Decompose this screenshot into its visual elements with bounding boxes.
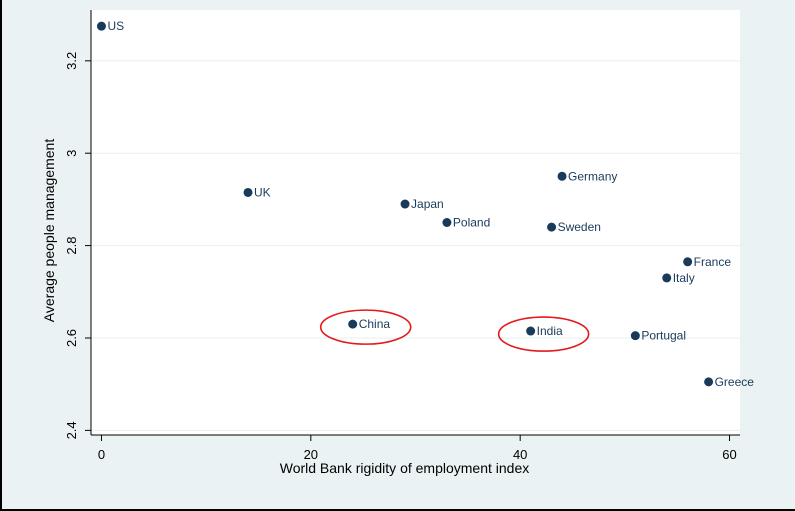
point-us [96, 21, 106, 31]
y-tick-label: 2.8 [64, 237, 79, 255]
point-india [526, 326, 536, 336]
point-uk [243, 187, 253, 197]
point-italy [662, 273, 672, 283]
point-label-italy: Italy [673, 271, 695, 285]
point-label-germany: Germany [568, 169, 617, 183]
y-tick-label: 3 [64, 150, 79, 157]
point-label-china: China [359, 317, 391, 331]
tick-labels: 2.4 2.6 2.8 3 3.2 0 20 40 60 [64, 52, 737, 462]
point-germany [557, 171, 567, 181]
y-tick-label: 2.6 [64, 329, 79, 347]
point-portugal [630, 331, 640, 341]
x-tick-label: 20 [304, 447, 318, 462]
y-tick-label: 2.4 [64, 421, 79, 439]
point-label-france: France [694, 255, 732, 269]
point-japan [400, 199, 410, 209]
axes [85, 10, 740, 441]
point-label-japan: Japan [411, 197, 444, 211]
highlight-ellipses [319, 309, 590, 352]
point-label-greece: Greece [715, 375, 755, 389]
point-label-poland: Poland [453, 216, 490, 230]
plot-area [91, 10, 740, 435]
point-label-uk: UK [254, 185, 271, 199]
point-poland [442, 218, 452, 227]
point-label-portugal: Portugal [641, 329, 686, 343]
y-tick-label: 3.2 [64, 52, 79, 70]
y-axis-title: Average people management [41, 139, 57, 323]
point-label-sweden: Sweden [558, 220, 601, 234]
x-tick-label: 0 [98, 447, 105, 462]
highlight-ellipse-china [319, 309, 412, 345]
point-sweden [547, 222, 557, 232]
point-label-us: US [107, 19, 124, 33]
point-greece [704, 377, 714, 387]
x-tick-label: 60 [722, 447, 736, 462]
point-label-india: India [537, 324, 563, 338]
data-points: US UK Japan Poland Germany Sweden France Italy C… [96, 19, 755, 389]
x-tick-label: 40 [513, 447, 527, 462]
point-france [683, 257, 693, 267]
point-china [348, 319, 358, 329]
highlight-ellipse-india [497, 316, 590, 352]
x-axis-title: World Bank rigidity of employment index [280, 460, 530, 476]
